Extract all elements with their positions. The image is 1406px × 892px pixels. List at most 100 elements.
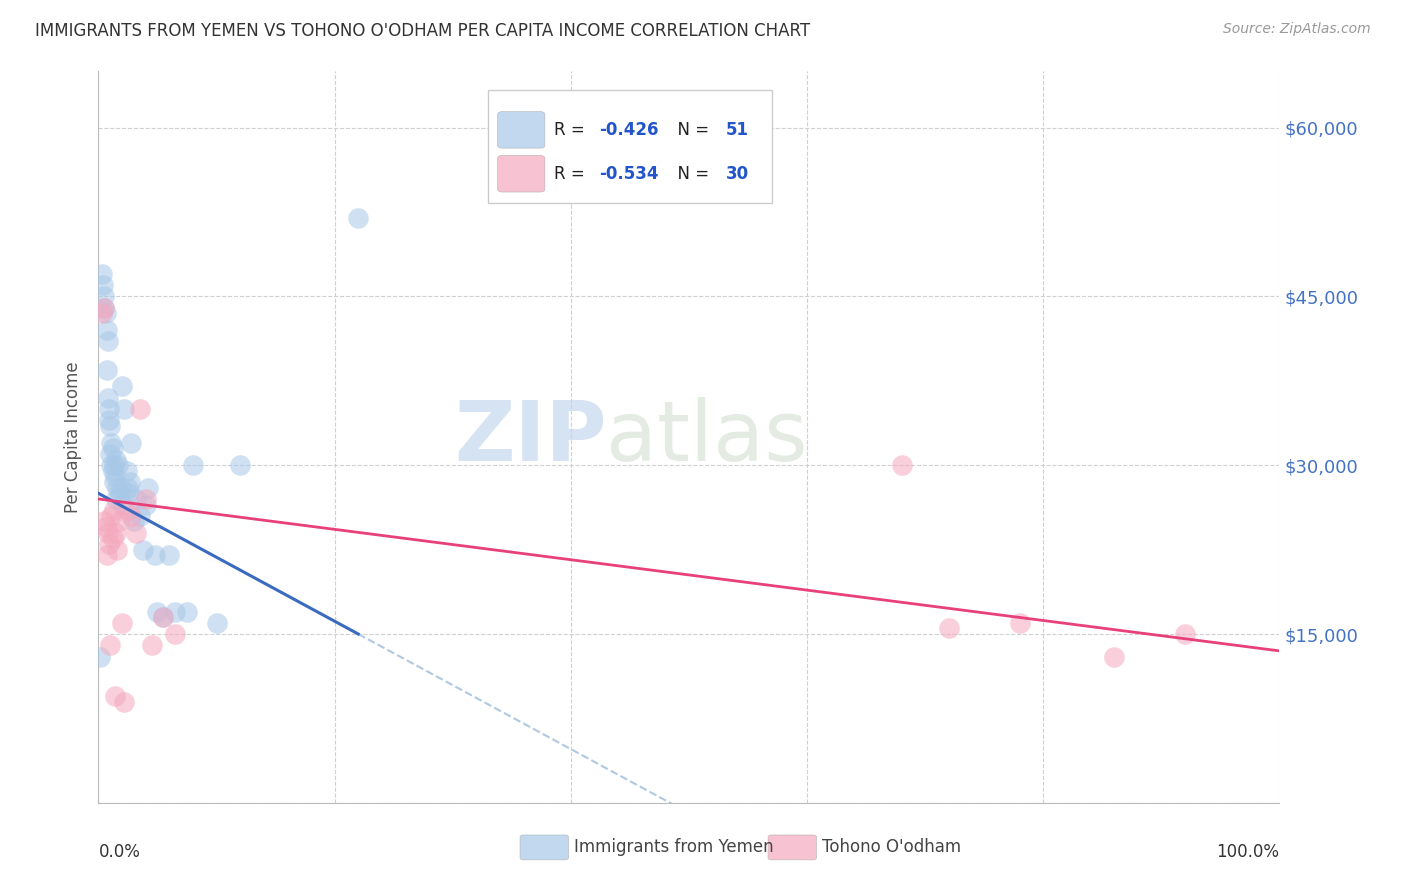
Point	[105, 481, 128, 495]
Point	[1102, 649, 1125, 664]
Text: 0.0%: 0.0%	[98, 843, 141, 861]
Point	[105, 542, 128, 557]
Point	[107, 458, 129, 473]
Point	[115, 464, 138, 478]
Point	[96, 323, 118, 337]
Text: IMMIGRANTS FROM YEMEN VS TOHONO O'ODHAM PER CAPITA INCOME CORRELATION CHART: IMMIGRANTS FROM YEMEN VS TOHONO O'ODHAM …	[35, 22, 810, 40]
Point	[128, 508, 150, 523]
Text: 51: 51	[725, 121, 748, 139]
Point	[112, 401, 135, 416]
Point	[128, 401, 150, 416]
Point	[98, 447, 121, 461]
Point	[108, 486, 131, 500]
Point	[112, 498, 135, 512]
Point	[98, 638, 121, 652]
Point	[97, 334, 120, 349]
Point	[94, 520, 117, 534]
Text: N =: N =	[666, 165, 714, 183]
Text: Immigrants from Yemen: Immigrants from Yemen	[575, 838, 775, 856]
Point	[152, 610, 174, 624]
Point	[101, 442, 124, 456]
Point	[89, 649, 111, 664]
Point	[890, 458, 912, 473]
Point	[229, 458, 252, 473]
Point	[122, 515, 145, 529]
FancyBboxPatch shape	[498, 155, 546, 192]
Point	[97, 391, 120, 405]
Point	[176, 605, 198, 619]
Point	[105, 452, 128, 467]
Point	[1008, 615, 1031, 630]
Point	[125, 525, 148, 540]
Point	[93, 289, 115, 303]
Point	[100, 458, 122, 473]
Point	[91, 267, 114, 281]
Point	[105, 491, 128, 506]
Point	[100, 508, 122, 523]
Point	[98, 537, 121, 551]
Point	[91, 306, 114, 320]
Point	[120, 475, 142, 489]
Point	[110, 481, 132, 495]
Point	[125, 491, 148, 506]
Point	[135, 491, 157, 506]
Point	[135, 498, 157, 512]
Text: R =: R =	[554, 121, 591, 139]
Point	[98, 418, 121, 433]
Text: R =: R =	[554, 165, 591, 183]
Point	[152, 610, 174, 624]
Point	[117, 481, 139, 495]
Point	[101, 464, 124, 478]
Point	[108, 515, 131, 529]
Point	[205, 615, 228, 630]
FancyBboxPatch shape	[488, 90, 772, 203]
Point	[165, 605, 187, 619]
Text: ZIP: ZIP	[454, 397, 606, 477]
FancyBboxPatch shape	[768, 835, 817, 860]
Point	[91, 278, 114, 293]
Point	[101, 532, 124, 546]
Point	[93, 301, 115, 315]
Point	[132, 542, 155, 557]
Point	[93, 301, 115, 315]
Point	[97, 525, 120, 540]
Text: -0.426: -0.426	[599, 121, 658, 139]
Point	[94, 306, 117, 320]
Point	[112, 694, 135, 708]
Point	[93, 515, 115, 529]
Text: atlas: atlas	[606, 397, 808, 477]
Point	[118, 486, 141, 500]
Point	[105, 525, 128, 540]
Point	[121, 435, 143, 450]
Y-axis label: Per Capita Income: Per Capita Income	[65, 361, 83, 513]
Point	[136, 481, 159, 495]
Point	[117, 503, 139, 517]
FancyBboxPatch shape	[498, 112, 546, 148]
Point	[938, 621, 960, 635]
Point	[157, 548, 180, 562]
Point	[104, 469, 127, 483]
Point	[98, 401, 121, 416]
Point	[98, 413, 121, 427]
Point	[143, 548, 166, 562]
Point	[165, 627, 187, 641]
Point	[181, 458, 204, 473]
Point	[100, 435, 122, 450]
Text: N =: N =	[666, 121, 714, 139]
Text: 100.0%: 100.0%	[1216, 843, 1279, 861]
Point	[347, 211, 370, 225]
Point	[146, 605, 169, 619]
FancyBboxPatch shape	[520, 835, 568, 860]
Point	[111, 615, 134, 630]
Point	[141, 638, 163, 652]
Text: Tohono O'odham: Tohono O'odham	[823, 838, 962, 856]
Point	[103, 458, 125, 473]
Point	[96, 362, 118, 376]
Point	[111, 379, 134, 393]
Text: 30: 30	[725, 165, 748, 183]
Point	[96, 548, 118, 562]
Point	[103, 503, 125, 517]
Text: Source: ZipAtlas.com: Source: ZipAtlas.com	[1223, 22, 1371, 37]
Point	[103, 475, 125, 489]
Text: -0.534: -0.534	[599, 165, 658, 183]
